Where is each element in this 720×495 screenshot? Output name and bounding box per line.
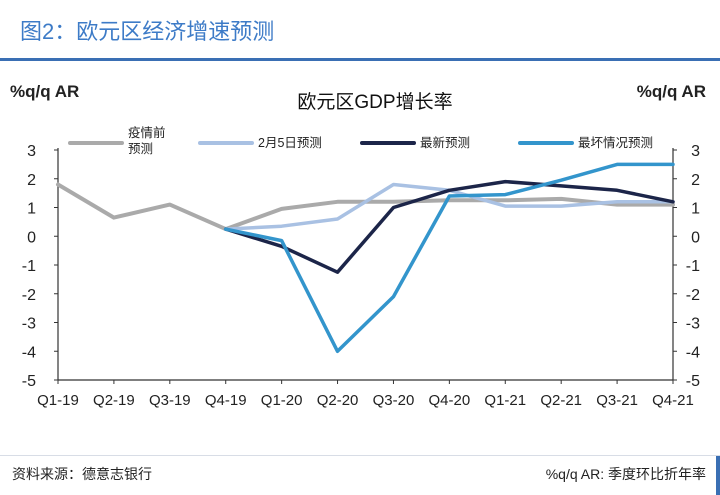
chart-axes: 3 32 21 10 0-1 -1-2 -2-3 -3-4 -4-5 -5Q1-19 Q2-19 Q3… xyxy=(22,143,700,409)
figure-header: 图2：欧元区经济增速预测 xyxy=(0,0,720,61)
x-tick-label: Q3-20 xyxy=(373,392,415,409)
series-line-3 xyxy=(223,179,675,274)
x-tick-label: Q3-21 xyxy=(596,392,638,409)
y-tick-label-right: 3 xyxy=(691,143,700,160)
y-tick-label-right: -1 xyxy=(686,258,700,275)
x-tick-label: Q1-21 xyxy=(484,392,526,409)
y-tick-label-left: -1 xyxy=(22,258,36,275)
series-line-1 xyxy=(56,182,675,232)
y-tick-label-left: 2 xyxy=(27,172,36,189)
x-tick-label: Q3-19 xyxy=(149,392,191,409)
source-note: 资料来源：德意志银行 xyxy=(12,466,152,482)
legend-label: 疫情前预测 xyxy=(128,125,166,156)
series-line-4 xyxy=(223,162,675,354)
x-tick-label: Q1-20 xyxy=(261,392,303,409)
chart-series xyxy=(56,162,675,354)
y-tick-label-right: 0 xyxy=(691,229,700,246)
y-tick-label-right: 1 xyxy=(691,201,700,218)
legend-label: 2月5日预测 xyxy=(258,136,322,150)
footer-accent-rule xyxy=(716,456,720,495)
unit-note: %q/q AR: 季度环比折年率 xyxy=(545,466,706,482)
y-tick-label-left: 0 xyxy=(27,229,36,246)
x-tick-label: Q4-21 xyxy=(652,392,694,409)
legend-label: 最坏情况预测 xyxy=(578,136,653,150)
x-tick-label: Q4-19 xyxy=(205,392,247,409)
y-unit-left: %q/q AR xyxy=(10,82,79,101)
x-tick-label: Q1-19 xyxy=(37,392,79,409)
y-tick-label-left: -2 xyxy=(22,287,36,304)
y-tick-label-right: -2 xyxy=(686,287,700,304)
legend-label: 最新预测 xyxy=(420,135,470,150)
y-tick-label-left: 1 xyxy=(27,201,36,218)
chart-legend: 疫情前预测 2月5日预测 最新预测 最坏情况预测 xyxy=(68,125,653,156)
x-tick-label: Q2-21 xyxy=(540,392,582,409)
y-tick-label-right: -3 xyxy=(686,316,700,333)
y-unit-right: %q/q AR xyxy=(637,82,706,101)
y-tick-label-right: 2 xyxy=(691,172,700,189)
x-tick-label: Q2-20 xyxy=(317,392,359,409)
x-tick-label: Q2-19 xyxy=(93,392,135,409)
y-tick-label-left: -5 xyxy=(22,373,36,390)
figure-footer: 资料来源：德意志银行 %q/q AR: 季度环比折年率 xyxy=(0,455,720,495)
y-tick-label-right: -5 xyxy=(686,373,700,390)
x-tick-label: Q4-20 xyxy=(429,392,471,409)
y-tick-label-right: -4 xyxy=(686,344,700,361)
line-chart: 欧元区GDP增长率 %q/q AR %q/q AR 3 3 2 2 1 1 0 0 -1 -1 -2… xyxy=(10,82,706,409)
y-tick-label-left: 3 xyxy=(27,143,36,160)
chart-title: 欧元区GDP增长率 xyxy=(297,91,452,113)
y-tick-label-left: -4 xyxy=(22,344,36,361)
figure-title: 图2：欧元区经济增速预测 xyxy=(20,19,275,44)
y-tick-label-left: -3 xyxy=(22,316,36,333)
